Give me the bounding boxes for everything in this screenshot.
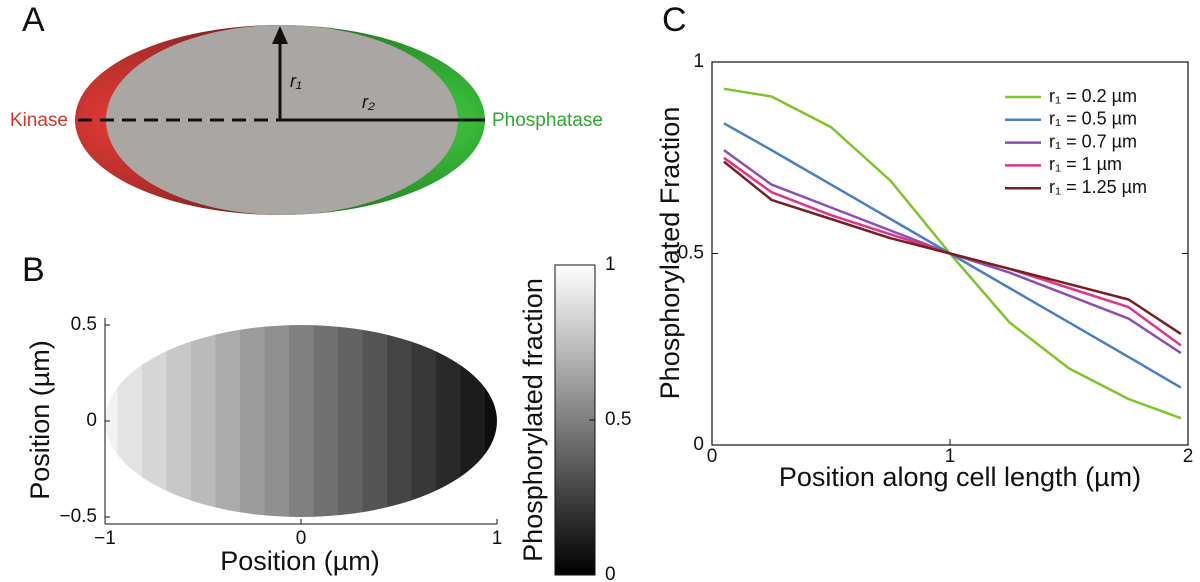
legend-label: r₁ = 0.7 µm (1049, 131, 1137, 151)
heat-strip (460, 325, 486, 517)
radius-label: r₁ (290, 71, 302, 91)
panel-label: C (662, 1, 687, 39)
y-axis-label: Phosphorylated Fraction (655, 107, 685, 400)
y-tick-label: 0 (693, 434, 704, 455)
heat-strip (288, 325, 314, 517)
y-tick-label: 1 (693, 51, 704, 72)
colorbar-tick-label: 0 (605, 564, 616, 582)
heat-strip (484, 325, 497, 517)
heat-strip (117, 325, 143, 517)
cell-diagram (75, 25, 485, 215)
panel-label: B (22, 251, 45, 289)
x-axis-label: Position (µm) (220, 546, 380, 576)
x-tick-label: 1 (492, 528, 503, 549)
y-tick-label: 0.5 (678, 243, 704, 264)
kinase-label: Kinase (10, 110, 68, 131)
x-tick-label: 0 (707, 446, 718, 467)
heat-strip (435, 325, 461, 517)
heat-strip (141, 325, 167, 517)
y-axis-label: Position (µm) (25, 340, 55, 500)
heat-strip (362, 325, 388, 517)
heat-strip (215, 325, 241, 517)
y-tick-label: 0.5 (71, 314, 97, 335)
heatmap (105, 325, 497, 517)
colorbar (554, 264, 596, 576)
heat-strip (313, 325, 339, 517)
heat-strip (166, 325, 192, 517)
x-tick-label: 0 (296, 528, 307, 549)
heat-strip (386, 325, 412, 517)
x-axis-label: Position along cell length (µm) (779, 462, 1141, 492)
heat-strip (264, 325, 290, 517)
heat-strip (411, 325, 437, 517)
phosphatase-label: Phosphatase (492, 110, 603, 131)
legend-label: r₁ = 0.2 µm (1049, 86, 1137, 106)
heat-strip (337, 325, 363, 517)
colorbar-label: Phosphorylated fraction (518, 278, 548, 562)
legend-label: r₁ = 0.5 µm (1049, 109, 1137, 129)
colorbar-tick-label: 1 (605, 254, 616, 275)
colorbar-tick-label: 0.5 (605, 409, 631, 430)
radius-label: r₂ (362, 92, 375, 112)
legend-label: r₁ = 1 µm (1049, 154, 1122, 174)
y-tick-label: 0 (86, 410, 97, 431)
x-tick-label: 1 (945, 446, 956, 467)
x-tick-label: −1 (94, 528, 116, 549)
heat-strip (190, 325, 216, 517)
series-line (723, 160, 1182, 335)
x-tick-label: 2 (1183, 446, 1194, 467)
legend-label: r₁ = 1.25 µm (1049, 177, 1147, 197)
y-tick-label: −0.5 (59, 506, 97, 527)
panel-label: A (22, 1, 45, 39)
heat-strip (239, 325, 265, 517)
